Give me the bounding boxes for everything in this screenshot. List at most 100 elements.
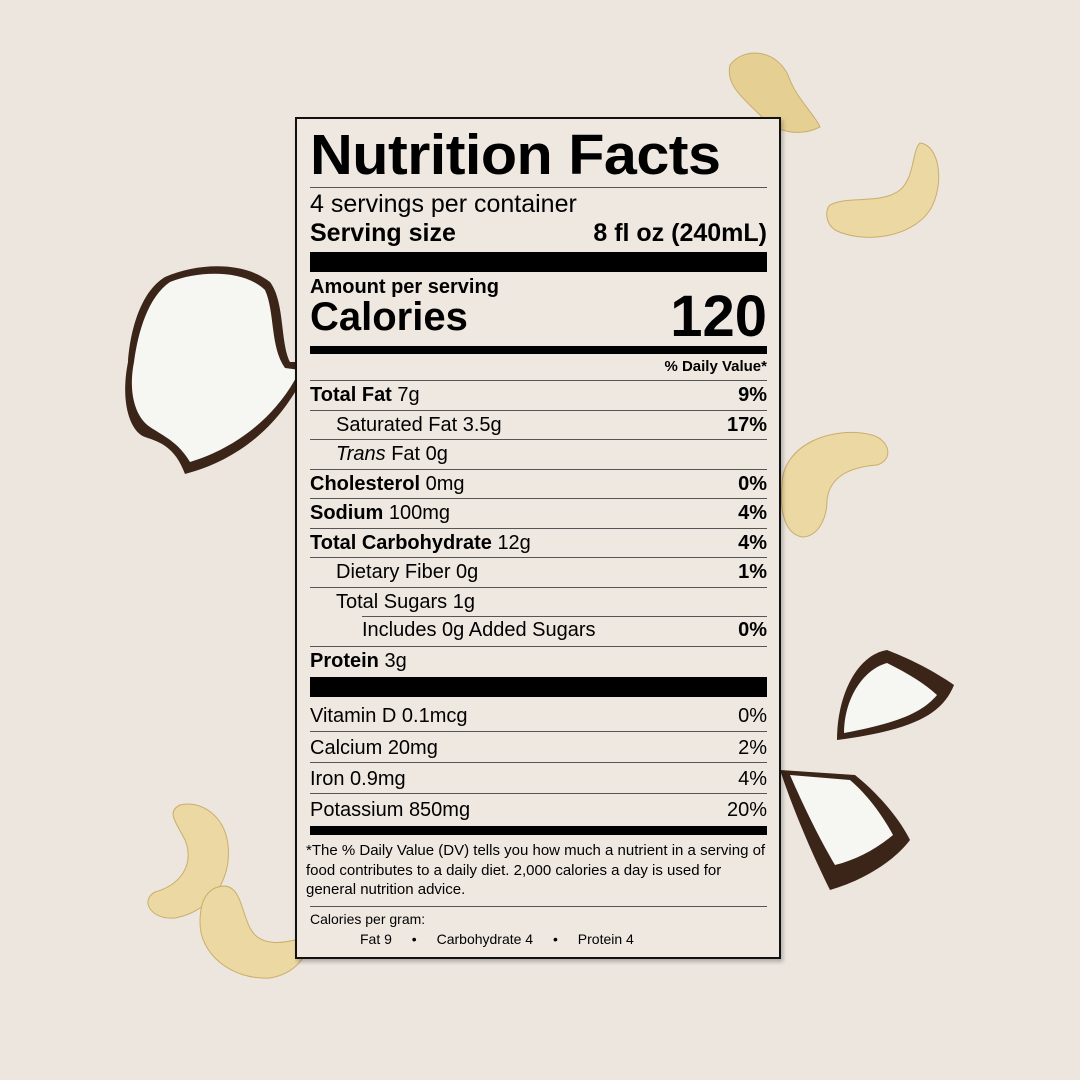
cashew-image (826, 142, 940, 238)
vitamin-name: Potassium (310, 799, 404, 821)
serving-size: Serving size 8 fl oz (240mL) (310, 218, 767, 248)
nutrient-name: Protein 3g (310, 647, 407, 676)
calories-label: Calories (310, 295, 468, 339)
vitamin-daily-value: 2% (738, 737, 767, 759)
nutrient-name: Dietary Fiber 0g (310, 558, 478, 587)
nutrient-name: Trans Fat 0g (310, 440, 448, 469)
nutrient-name: Total Sugars 1g (310, 588, 475, 617)
calories-per-gram-label: Calories per gram: (310, 910, 426, 927)
amount-per-serving: Amount per serving (310, 276, 499, 298)
servings-per-container: 4 servings per container (310, 190, 577, 218)
nutrient-label: Dietary Fiber (336, 561, 451, 583)
nutrient-name: Includes 0g Added Sugars (310, 616, 596, 646)
nutrient-label: Total Sugars (336, 590, 448, 613)
vitamin-name-amount: Iron 0.9mg (310, 763, 406, 793)
nutrient-name: Sodium 100mg (310, 499, 450, 528)
medium-divider (310, 346, 767, 354)
nutrient-row: Saturated Fat 3.5g 17% (310, 409, 767, 440)
nutrient-row: Trans Fat 0g (310, 439, 767, 469)
nutrient-amount: 3g (384, 649, 407, 672)
vitamin-name-amount: Calcium 20mg (310, 732, 438, 762)
thick-divider (310, 252, 767, 272)
nutrition-facts-label: Nutrition Facts 4 servings per container… (295, 117, 781, 959)
vitamin-name-amount: Potassium 850mg (310, 794, 470, 824)
nutrient-amount: 0g (456, 561, 479, 583)
vitamin-name: Calcium (310, 737, 383, 759)
nutrient-daily-value: 4% (738, 502, 767, 524)
nutrient-daily-value: 17% (726, 413, 767, 436)
cpg-carbohydrate: Carbohydrate 4 (436, 930, 534, 947)
nutrient-label: Trans (336, 443, 386, 465)
nutrient-label: Total Fat (310, 384, 392, 406)
medium-divider (310, 826, 767, 835)
label-title: Nutrition Facts (310, 123, 721, 187)
nutrient-name: Cholesterol 0mg (310, 470, 465, 499)
nutrient-list: Total Fat 7g 9% Saturated Fat 3.5g 17% Trans… (310, 380, 767, 675)
vitamin-name-amount: Vitamin D 0.1mcg (310, 700, 467, 731)
nutrient-label: Includes 0g Added Sugars (362, 619, 596, 641)
cpg-fat: Fat 9 (360, 930, 392, 947)
divider (310, 905, 767, 907)
daily-value-header: % Daily Value* (664, 358, 767, 375)
nutrient-row: Total Sugars 1g (310, 586, 767, 617)
nutrient-amount: 0g (425, 443, 448, 465)
vitamin-daily-value: 0% (738, 705, 767, 727)
nutrient-name: Total Fat 7g (310, 381, 420, 410)
cashew-image (147, 803, 229, 919)
vitamin-row: Iron 0.9mg 4% (310, 762, 767, 793)
nutrient-row: Protein 3g (310, 645, 767, 676)
vitamin-daily-value: 4% (738, 768, 767, 790)
nutrient-label-suffix: Fat (391, 443, 421, 465)
serving-size-value: 8 fl oz (240mL) (593, 219, 767, 247)
nutrient-label: Cholesterol (310, 472, 421, 495)
footnote: *The % Daily Value (DV) tells you how mu… (306, 842, 766, 898)
nutrient-row: Total Carbohydrate 12g 4% (310, 527, 767, 558)
nutrient-daily-value: 1% (738, 561, 767, 583)
nutrient-amount: 0mg (425, 472, 465, 495)
vitamin-amount: 20mg (387, 737, 438, 759)
cashew-image (780, 431, 889, 538)
nutrient-row: Dietary Fiber 0g 1% (310, 557, 767, 587)
cpg-protein: Protein 4 (577, 930, 634, 947)
divider (310, 187, 767, 188)
vitamin-amount: 0.1mcg (401, 705, 468, 727)
vitamin-row: Potassium 850mg 20% (310, 793, 767, 824)
nutrient-row: Cholesterol 0mg 0% (310, 468, 767, 499)
nutrient-name: Saturated Fat 3.5g (310, 411, 502, 440)
cashew-image (728, 52, 821, 133)
nutrient-name: Total Carbohydrate 12g (310, 529, 531, 558)
vitamin-list: Vitamin D 0.1mcg 0% Calcium 20mg 2% Iron 0.9… (310, 700, 767, 824)
vitamin-row: Vitamin D 0.1mcg 0% (310, 700, 767, 731)
bullet: • (553, 930, 558, 947)
vitamin-amount: 0.9mg (350, 768, 406, 790)
thick-divider (310, 677, 767, 697)
vitamin-name: Iron (310, 768, 345, 790)
coconut-image (780, 770, 910, 890)
cashew-image (199, 885, 307, 979)
nutrient-amount: 7g (397, 384, 420, 406)
nutrient-label: Saturated Fat (336, 413, 458, 436)
coconut-image (125, 266, 310, 474)
calories-per-gram-values: Fat 9 • Carbohydrate 4 • Protein 4 (310, 929, 767, 949)
vitamin-name: Vitamin D (310, 705, 397, 727)
nutrient-amount: 100mg (388, 502, 451, 524)
nutrient-daily-value: 0% (738, 472, 767, 495)
vitamin-row: Calcium 20mg 2% (310, 731, 767, 762)
bullet: • (411, 930, 417, 947)
nutrient-daily-value: 0% (738, 619, 767, 641)
nutrient-amount: 3.5g (462, 413, 502, 436)
nutrient-row: Includes 0g Added Sugars 0% (310, 616, 767, 646)
nutrient-label: Protein (310, 649, 379, 672)
vitamin-daily-value: 20% (726, 799, 767, 821)
nutrient-row: Sodium 100mg 4% (310, 498, 767, 528)
calories-value: 120 (670, 284, 767, 349)
coconut-image (837, 650, 954, 740)
serving-size-label: Serving size (310, 219, 456, 247)
nutrient-daily-value: 9% (738, 384, 767, 406)
nutrient-daily-value: 4% (738, 531, 767, 554)
vitamin-amount: 850mg (408, 799, 471, 821)
nutrient-label: Total Carbohydrate (310, 531, 492, 554)
calories-row: Calories 120 (310, 284, 767, 349)
nutrient-label: Sodium (310, 502, 384, 524)
nutrient-amount: 1g (452, 590, 475, 613)
